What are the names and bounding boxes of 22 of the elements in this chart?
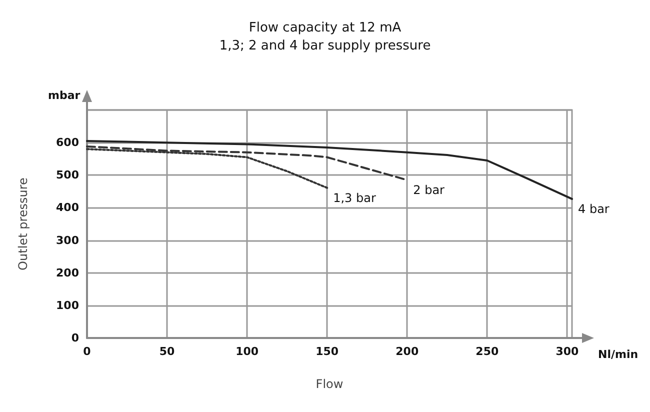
text: Nl/min	[598, 348, 638, 361]
x-tick-label: 150	[316, 345, 339, 358]
x-tick-label: 50	[159, 345, 176, 358]
x-tick-label: 250	[476, 345, 499, 358]
series-label: 1,3 bar	[333, 190, 376, 205]
y-tick-label: 300	[56, 234, 80, 247]
series-label: 2 bar	[413, 183, 445, 198]
x-tick-label: 100	[236, 345, 259, 358]
y-tick-label: 100	[56, 298, 80, 312]
x-axis-title: Flow	[316, 377, 344, 391]
x-tick-label: 300	[556, 345, 580, 358]
y-tick-label: 500	[56, 168, 80, 182]
x-tick-label: 0	[83, 345, 92, 358]
series-label: 4 bar	[578, 202, 610, 216]
text: mbar	[48, 89, 81, 102]
y-axis-title: Outlet pressure	[16, 178, 30, 270]
y-tick-label: 400	[56, 201, 80, 214]
y-tick-label: 0	[71, 332, 80, 344]
x-tick-label: 200	[396, 345, 419, 358]
chart-title: Flow capacity at 12 mA 1,3; 2 and 4 bar supply pressure	[219, 20, 431, 54]
y-tick-label: 200	[56, 266, 80, 280]
y-tick-label: 600	[56, 136, 80, 150]
